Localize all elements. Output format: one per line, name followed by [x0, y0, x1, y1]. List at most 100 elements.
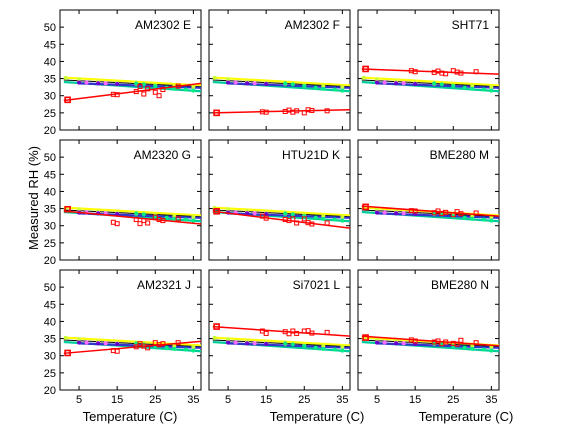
reference-point [375, 77, 380, 82]
reference-point [375, 337, 380, 342]
reference-point [470, 214, 475, 219]
sensor-point [362, 65, 369, 73]
reference-point [96, 341, 101, 346]
x-axis-title: Temperature (C) [83, 409, 178, 424]
reference-point [164, 215, 169, 220]
panel-label: AM2302 E [135, 18, 191, 32]
sensor-point [213, 109, 220, 117]
sensor-point [137, 83, 143, 89]
reference-point [432, 81, 437, 86]
sensor-point [64, 96, 71, 104]
reference-point [313, 345, 318, 350]
reference-point [313, 215, 318, 220]
panel-grid: 20 25 30 35 40 45 50 AM2302 E AM2302 F SHT71 20 25 3… [44, 9, 500, 406]
reference-point [382, 210, 387, 215]
panel-frame [357, 139, 500, 261]
reference-point [172, 346, 177, 351]
reference-point [361, 75, 366, 80]
reference-point [84, 80, 89, 85]
y-tick-label: 35 [44, 74, 56, 86]
x-tick-label: 35 [187, 394, 199, 406]
sensor-point [160, 87, 166, 93]
reference-point [321, 216, 326, 221]
reference-point [226, 337, 231, 342]
reference-point [340, 84, 345, 89]
reference-point [462, 345, 467, 350]
plot-area [212, 75, 350, 117]
y-tick-label: 50 [44, 22, 56, 34]
reference-point [172, 344, 177, 349]
x-tick-label: 35 [485, 394, 497, 406]
reference-point [462, 85, 467, 90]
panel: SHT71 [357, 9, 500, 131]
sensor-point [473, 210, 479, 216]
reference-point [401, 81, 406, 86]
reference-point [191, 84, 196, 89]
reference-point [302, 344, 307, 349]
reference-point [394, 341, 399, 346]
sensor-point [362, 334, 369, 341]
sensor-point [263, 215, 269, 221]
sensor-point [152, 89, 158, 95]
y-tick-label: 20 [44, 385, 56, 397]
reference-point [375, 207, 380, 212]
reference-line [212, 206, 350, 217]
y-tick-label: 25 [44, 108, 56, 120]
reference-point [382, 80, 387, 85]
reference-point [103, 341, 108, 346]
reference-point [77, 77, 82, 82]
reference-point [401, 341, 406, 346]
reference-point [451, 214, 456, 219]
reference-point [115, 212, 120, 217]
sensor-point [175, 340, 181, 346]
reference-point [470, 344, 475, 349]
reference-point [77, 207, 82, 212]
reference-point [489, 348, 494, 353]
plot-area [63, 205, 201, 227]
panel: AM2302 F [208, 9, 351, 131]
reference-point [283, 81, 288, 86]
reference-point [413, 82, 418, 87]
sensor-point [450, 212, 456, 218]
sensor-point [443, 339, 449, 345]
sensor-point [213, 323, 220, 330]
x-tick-label: 15 [260, 394, 272, 406]
reference-point [340, 218, 345, 223]
reference-point [283, 341, 288, 346]
reference-point [481, 347, 486, 352]
y-axis-title: Measured RH (%) [26, 146, 41, 250]
sensor-point [412, 208, 418, 214]
plot-area [212, 323, 350, 353]
reference-point [191, 214, 196, 219]
reference-point [340, 88, 345, 93]
reference-point [191, 218, 196, 223]
y-tick-label: 40 [44, 316, 56, 328]
reference-point [470, 346, 475, 351]
reference-point [290, 212, 295, 217]
reference-point [321, 346, 326, 351]
sensor-point [412, 69, 418, 75]
sensor-point [133, 344, 139, 350]
plot-area [63, 75, 201, 104]
reference-point [191, 344, 196, 349]
reference-point [332, 87, 337, 92]
y-tick-label: 45 [44, 169, 56, 181]
panel: BME280 M [357, 139, 500, 261]
reference-line [212, 336, 350, 347]
sensor-point [309, 221, 315, 227]
reference-point [451, 84, 456, 89]
panel-label: HTU21D K [282, 148, 340, 162]
sensor-point [294, 220, 300, 226]
reference-point [191, 88, 196, 93]
sensor-point [458, 70, 464, 76]
reference-point [489, 218, 494, 223]
panel-label: SHT71 [452, 18, 490, 32]
sensor-point [290, 216, 296, 222]
sensor-point [458, 211, 464, 217]
reference-point [183, 87, 188, 92]
reference-point [233, 340, 238, 345]
reference-point [115, 82, 120, 87]
plot-area [361, 65, 499, 93]
plot-area [63, 335, 201, 357]
sensor-fit-line [361, 205, 499, 217]
